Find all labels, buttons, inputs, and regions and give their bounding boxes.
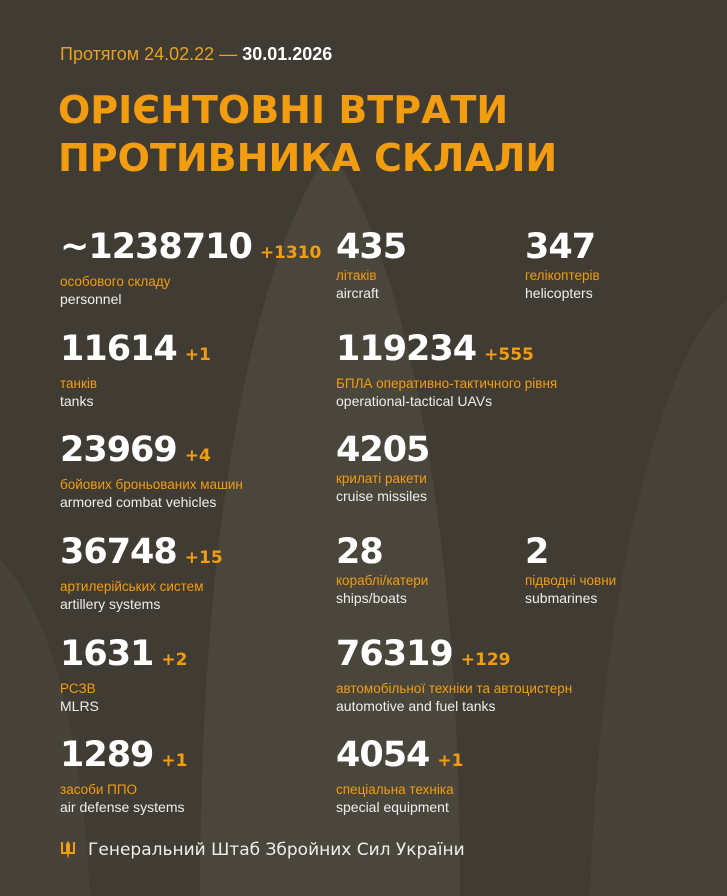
stat-value: 1631 +2 xyxy=(60,634,188,674)
trident-icon xyxy=(61,841,75,859)
stat-value: ~1238710 +1310 xyxy=(60,227,322,267)
stat-label-en: aircraft xyxy=(336,285,379,301)
stat-label-en: MLRS xyxy=(60,698,99,714)
stat-tanks: 11614 +1 танків tanks xyxy=(60,330,211,409)
stat-value: 4054 +1 xyxy=(336,735,464,775)
stat-value: 119234 +555 xyxy=(336,329,534,369)
stat-ships-boats: 28 кораблі/катери ships/boats xyxy=(336,533,428,606)
stat-label-uk: танків xyxy=(60,376,98,391)
stat-label-en: tanks xyxy=(60,393,94,409)
stat-label-en: ships/boats xyxy=(336,590,407,606)
stat-delta: +1 xyxy=(184,345,211,365)
stat-value: 23969 +4 xyxy=(60,430,211,470)
stat-value: 11614 +1 xyxy=(60,329,211,369)
stat-value: 76319 +129 xyxy=(336,634,511,674)
stat-label-uk: крилаті ракети xyxy=(336,471,427,486)
stat-delta: +1310 xyxy=(259,243,322,263)
stat-label-uk: засоби ППО xyxy=(60,782,138,797)
stat-label-en: armored combat vehicles xyxy=(60,494,217,510)
stat-helicopters: 347 гелікоптерів helicopters xyxy=(525,228,600,301)
stat-personnel: ~1238710 +1310 особового складу personnel xyxy=(60,228,321,307)
stat-label-uk: БПЛА оперативно-тактичного рівня xyxy=(336,376,558,391)
stat-label-uk: артилерійських систем xyxy=(60,579,204,594)
stat-label-uk: особового складу xyxy=(60,274,171,289)
stat-value: 28 xyxy=(336,532,384,572)
stat-automotive-and-fuel-tanks: 76319 +129 автомобільної техніки та автоци… xyxy=(336,635,572,714)
stat-armored-combat-vehicles: 23969 +4 бойових броньованих машин armored … xyxy=(60,431,243,510)
stat-value: 2 xyxy=(525,532,549,572)
stat-label-uk: гелікоптерів xyxy=(525,268,600,283)
footer-org: Генеральний Штаб Збройних Сил України xyxy=(88,840,465,860)
stat-value: 4205 xyxy=(336,430,430,470)
stat-delta: +555 xyxy=(484,345,534,365)
stat-value: 36748 +15 xyxy=(60,532,223,572)
stat-delta: +1 xyxy=(161,751,188,771)
stat-label-en: artillery systems xyxy=(60,596,161,612)
stat-operational-tactical-uavs: 119234 +555 БПЛА оперативно-тактичного рів… xyxy=(336,330,557,409)
stat-value: 347 xyxy=(525,227,596,267)
stat-delta: +2 xyxy=(161,650,188,670)
stat-label-en: personnel xyxy=(60,291,122,307)
stat-label-en: cruise missiles xyxy=(336,488,428,504)
stat-label-en: automotive and fuel tanks xyxy=(336,698,496,714)
stat-label-en: helicopters xyxy=(525,285,593,301)
stat-air-defense-systems: 1289 +1 засоби ППО air defense systems xyxy=(60,736,188,815)
stat-label-uk: літаків xyxy=(336,268,377,283)
stat-delta: +4 xyxy=(184,446,211,466)
stat-aircraft: 435 літаків aircraft xyxy=(336,227,407,301)
stat-mlrs: 1631 +2 РСЗВ MLRS xyxy=(60,635,188,714)
stat-label-uk: бойових броньованих машин xyxy=(60,477,243,492)
stat-label-uk: кораблі/катери xyxy=(336,573,429,588)
stat-special-equipment: 4054 +1 спеціальна техніка special equipmen… xyxy=(336,736,464,815)
stat-label-uk: підводні човни xyxy=(525,573,617,588)
stat-value: 1289 +1 xyxy=(60,735,188,775)
stat-value: 435 xyxy=(336,227,407,267)
stat-artillery-systems: 36748 +15 артилерійських систем artillery s… xyxy=(60,533,223,612)
stat-cruise-missiles: 4205 крилаті ракети cruise missiles xyxy=(336,430,430,504)
stat-label-en: special equipment xyxy=(336,799,449,815)
stat-submarines: 2 підводні човни submarines xyxy=(525,533,616,606)
period: Протягом 24.02.22 — 30.01.2026 xyxy=(60,44,333,64)
stat-label-uk: РСЗВ xyxy=(60,681,96,696)
stat-label-en: operational-tactical UAVs xyxy=(336,393,493,409)
stat-label-uk: спеціальна техніка xyxy=(336,782,454,797)
stat-delta: +1 xyxy=(437,751,464,771)
stat-delta: +129 xyxy=(460,650,511,670)
stat-label-en: air defense systems xyxy=(60,799,185,815)
stat-delta: +15 xyxy=(184,548,223,568)
page-title: ОРІЄНТОВНІ ВТРАТИ ПРОТИВНИКА СКЛАЛИ xyxy=(58,88,558,180)
stat-label-en: submarines xyxy=(525,590,598,606)
stat-label-uk: автомобільної техніки та автоцистерн xyxy=(336,681,573,696)
footer: Генеральний Штаб Збройних Сил України xyxy=(60,840,465,860)
